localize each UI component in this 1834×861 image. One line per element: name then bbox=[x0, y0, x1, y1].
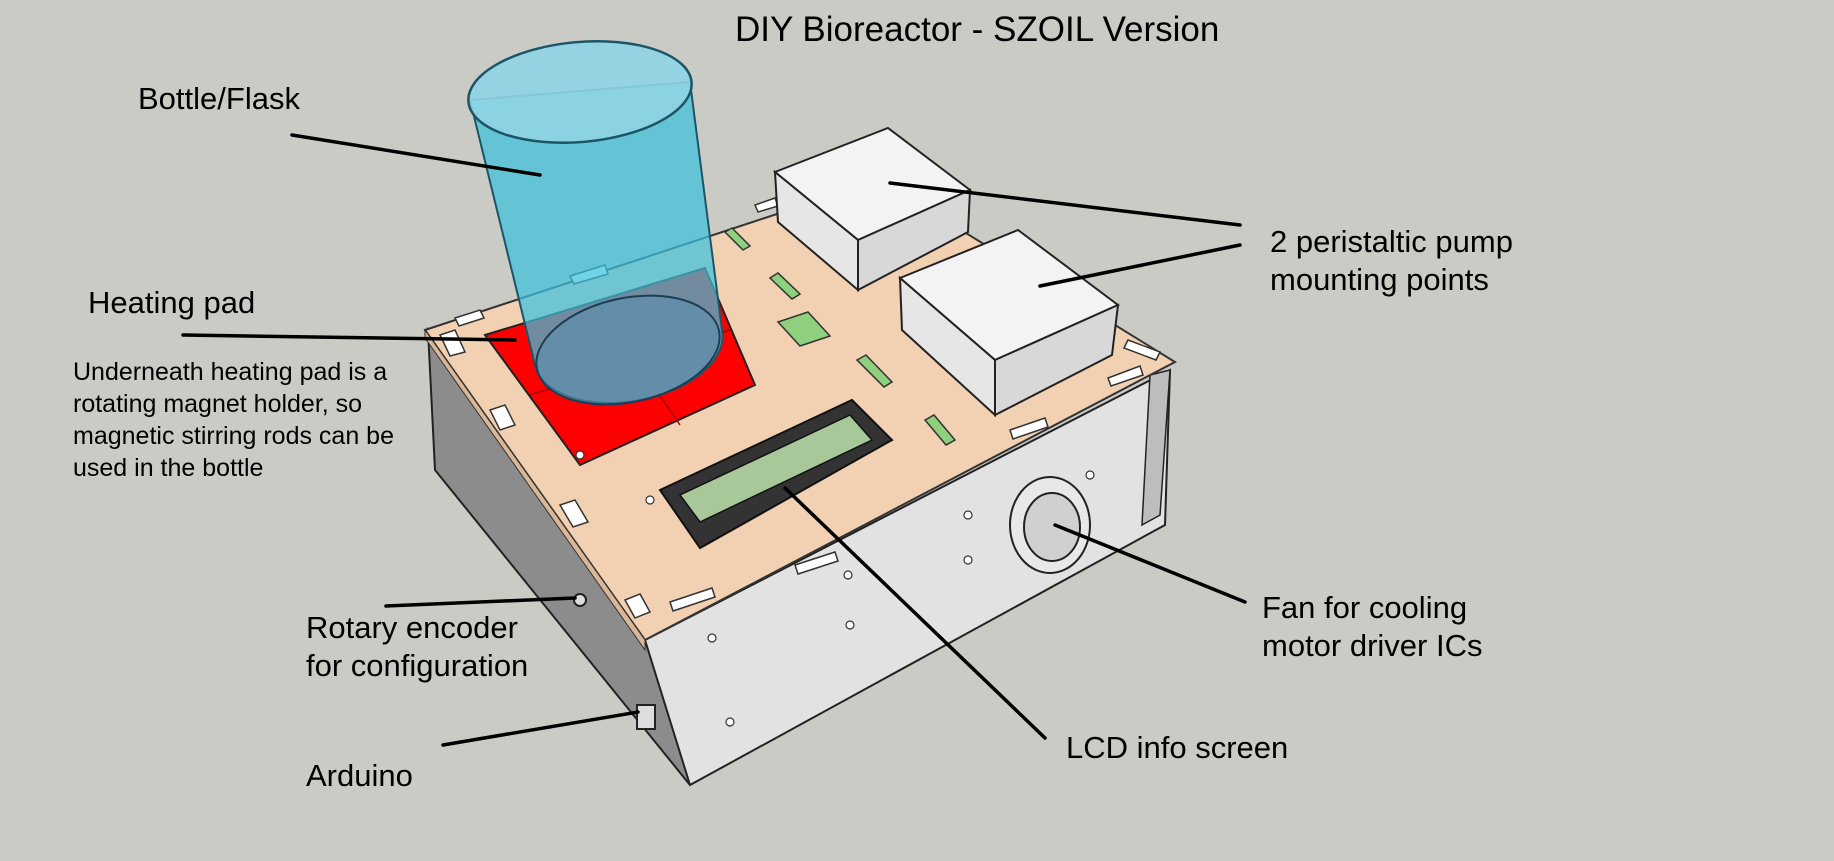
rotary-encoder bbox=[573, 593, 587, 607]
slot bbox=[669, 587, 716, 612]
label-pumps: 2 peristaltic pump mounting points bbox=[1270, 224, 1513, 297]
hole bbox=[1085, 470, 1095, 480]
green-slot bbox=[723, 227, 752, 251]
pump-box-1 bbox=[773, 126, 972, 293]
bottle-rim bbox=[467, 39, 693, 145]
slot bbox=[438, 329, 467, 357]
pump-box-2 bbox=[898, 228, 1120, 418]
green-slot bbox=[923, 414, 957, 446]
leader-line-lcd bbox=[783, 486, 1047, 740]
leader-line-pump-2 bbox=[1038, 243, 1242, 288]
slot bbox=[623, 593, 652, 619]
top-panel-edge bbox=[424, 328, 646, 652]
bottle-bottom bbox=[535, 294, 721, 406]
label-arduino: Arduino bbox=[306, 758, 413, 793]
front-panel bbox=[643, 368, 1172, 787]
pump-box-side bbox=[994, 303, 1120, 417]
slot bbox=[1009, 417, 1049, 440]
pump-box-side bbox=[857, 188, 972, 292]
slot bbox=[558, 499, 590, 528]
label-heating-note: Underneath heating pad is a rotating mag… bbox=[73, 358, 394, 482]
lcd-screen bbox=[678, 414, 874, 523]
right-edge bbox=[1141, 369, 1171, 527]
hole bbox=[963, 510, 973, 520]
hole bbox=[575, 450, 585, 460]
slot bbox=[453, 309, 486, 327]
hole bbox=[707, 633, 717, 643]
green-slot bbox=[855, 354, 894, 388]
hole bbox=[845, 620, 855, 630]
label-heating-pad: Heating pad bbox=[88, 285, 256, 320]
green-square bbox=[776, 311, 832, 347]
arduino-port bbox=[636, 704, 656, 730]
hole bbox=[725, 717, 735, 727]
slot bbox=[1107, 365, 1144, 387]
hole bbox=[843, 570, 853, 580]
slot bbox=[1122, 339, 1162, 361]
label-lcd: LCD info screen bbox=[1066, 730, 1289, 765]
panel-holes bbox=[575, 450, 1095, 727]
leader-line-heating-pad bbox=[181, 333, 517, 342]
slot bbox=[488, 404, 517, 431]
hole bbox=[645, 495, 655, 505]
leader-line-encoder bbox=[384, 596, 577, 608]
label-encoder: Rotary encoder for configuration bbox=[306, 610, 529, 683]
green-slot bbox=[768, 272, 802, 300]
diagram-title: DIY Bioreactor - SZOIL Version bbox=[735, 10, 1220, 49]
green-slots bbox=[723, 227, 957, 446]
leader-line-bottle bbox=[290, 133, 542, 177]
hole bbox=[963, 555, 973, 565]
leader-line-arduino bbox=[441, 710, 640, 747]
fan-rotor bbox=[1023, 492, 1081, 562]
slot bbox=[753, 197, 779, 213]
leader-line-pump-1 bbox=[888, 181, 1242, 227]
leader-line-fan bbox=[1053, 523, 1247, 604]
label-fan: Fan for cooling motor driver ICs bbox=[1262, 590, 1483, 663]
label-bottle: Bottle/Flask bbox=[138, 81, 300, 116]
slot bbox=[794, 551, 839, 575]
leader-lines bbox=[181, 133, 1247, 747]
